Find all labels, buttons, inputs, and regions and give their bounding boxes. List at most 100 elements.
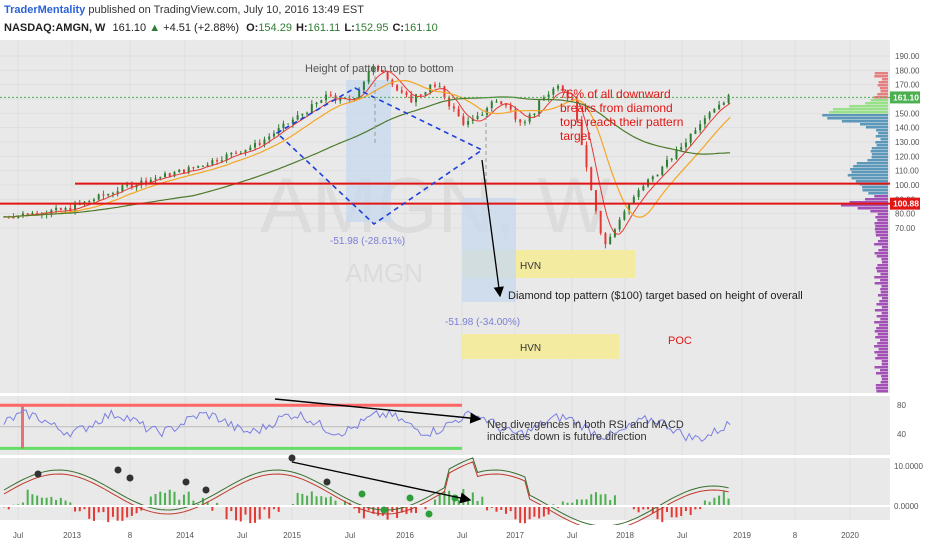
candle-body (590, 167, 593, 191)
candle-body (97, 194, 100, 200)
macd-cross-dot (182, 478, 190, 486)
macd-histogram-bar (97, 506, 100, 513)
pane-separator (0, 455, 890, 458)
volume-profile (822, 72, 888, 393)
measure-zone-box (346, 80, 391, 222)
ohlc-value: 154.29 (258, 22, 292, 34)
rsi-divergence-arrow[interactable] (274, 398, 482, 424)
volume-bar (880, 279, 888, 282)
macd-histogram-bar (211, 506, 214, 511)
drawn-arrows[interactable] (274, 159, 504, 504)
volume-bar (879, 300, 888, 303)
volume-bar (877, 294, 888, 297)
macd-histogram-bar (272, 506, 275, 510)
time-tick-label: Jul (237, 531, 247, 540)
macd-divergence-arrow[interactable] (291, 461, 472, 504)
diamond-outline[interactable] (275, 87, 484, 226)
rsi-tick-label: 40 (897, 430, 906, 439)
macd-histogram-bar (694, 506, 697, 510)
target-arrow[interactable] (481, 159, 504, 298)
time-tick-label: 8 (793, 531, 798, 540)
macd-histogram-bar (187, 491, 190, 506)
candle-body (448, 97, 451, 107)
candle-body (130, 184, 133, 188)
volume-bar (860, 123, 888, 126)
candle-body (703, 118, 706, 125)
volume-bar (876, 270, 888, 273)
macd-histogram-bar (637, 506, 640, 513)
macd-histogram-bar (718, 495, 721, 506)
candle-body (637, 190, 640, 197)
macd-cross-dot (126, 474, 134, 482)
axis-background (890, 40, 932, 550)
volume-bar (851, 177, 888, 180)
candle-body (88, 201, 91, 203)
price-tick-label: 130.00 (895, 138, 920, 147)
time-tick-label: 2014 (176, 531, 194, 540)
hvn-zone-box[interactable] (462, 334, 619, 359)
candle-body (424, 92, 427, 95)
candle-body (566, 90, 569, 99)
candle-body (476, 115, 479, 120)
rsi-tick-label: 80 (897, 401, 906, 410)
volume-bar (880, 369, 888, 372)
price-tick-label: 170.00 (895, 81, 920, 90)
candle-body (576, 100, 579, 120)
volume-bar (881, 258, 888, 261)
candle-body (523, 121, 526, 123)
time-tick-label: 2013 (63, 531, 81, 540)
macd-histogram-bar (21, 502, 24, 506)
red-note-line: 76% of all downward (560, 87, 671, 101)
candle-body (547, 94, 550, 98)
volume-bar (875, 336, 888, 339)
volume-bar (874, 276, 888, 279)
candle-body (419, 94, 422, 96)
volume-bar (865, 198, 888, 201)
candle-body (689, 133, 692, 143)
candle-body (438, 86, 441, 88)
author-link[interactable]: TraderMentality (4, 4, 86, 16)
macd-tick-label: 0.0000 (894, 502, 919, 511)
macd-cross-dot (34, 470, 42, 478)
candle-body (718, 104, 721, 110)
volume-bar (881, 375, 888, 378)
candle-body (107, 193, 110, 196)
price-tick-label: 80.00 (895, 210, 916, 219)
volume-bar (874, 222, 888, 225)
volume-bar (822, 114, 888, 117)
volume-bar (849, 105, 888, 108)
macd-histogram-bar (291, 503, 294, 506)
time-tick-label: 2020 (841, 531, 859, 540)
diamond-pattern[interactable] (275, 68, 487, 226)
volume-bar (851, 171, 888, 174)
macd-histogram-bar (486, 506, 489, 511)
macd-histogram-bar (353, 506, 356, 509)
candle-body (282, 123, 285, 129)
volume-bar (871, 153, 888, 156)
volume-bar (877, 354, 888, 357)
rsi-marker (21, 405, 24, 449)
candle-body (12, 217, 15, 219)
volume-bar (877, 93, 888, 96)
candle-body (268, 136, 271, 140)
volume-bar (880, 291, 888, 294)
volume-bar (874, 366, 888, 369)
macd-histogram-bar (31, 494, 34, 506)
macd-histogram-bar (585, 499, 588, 506)
target-annotation: Diamond top pattern ($100) target based … (508, 290, 803, 302)
macd-histogram-bar (154, 493, 157, 506)
candle-body (192, 167, 195, 169)
candle-body (561, 85, 564, 91)
volume-bar (874, 345, 888, 348)
volume-bar (875, 135, 888, 138)
macd-histogram-bar (277, 506, 280, 512)
symbol-label[interactable]: NASDAQ:AMGN, W (4, 22, 106, 34)
candle-body (713, 109, 716, 113)
macd-histogram-bar (613, 495, 616, 506)
horizontal-levels[interactable] (0, 96, 890, 205)
current-price-label: 161.10 (893, 92, 919, 102)
macd-histogram-bar (367, 506, 370, 511)
poc-price-label: 100.88 (893, 199, 919, 209)
macd-histogram-bar (523, 506, 526, 524)
